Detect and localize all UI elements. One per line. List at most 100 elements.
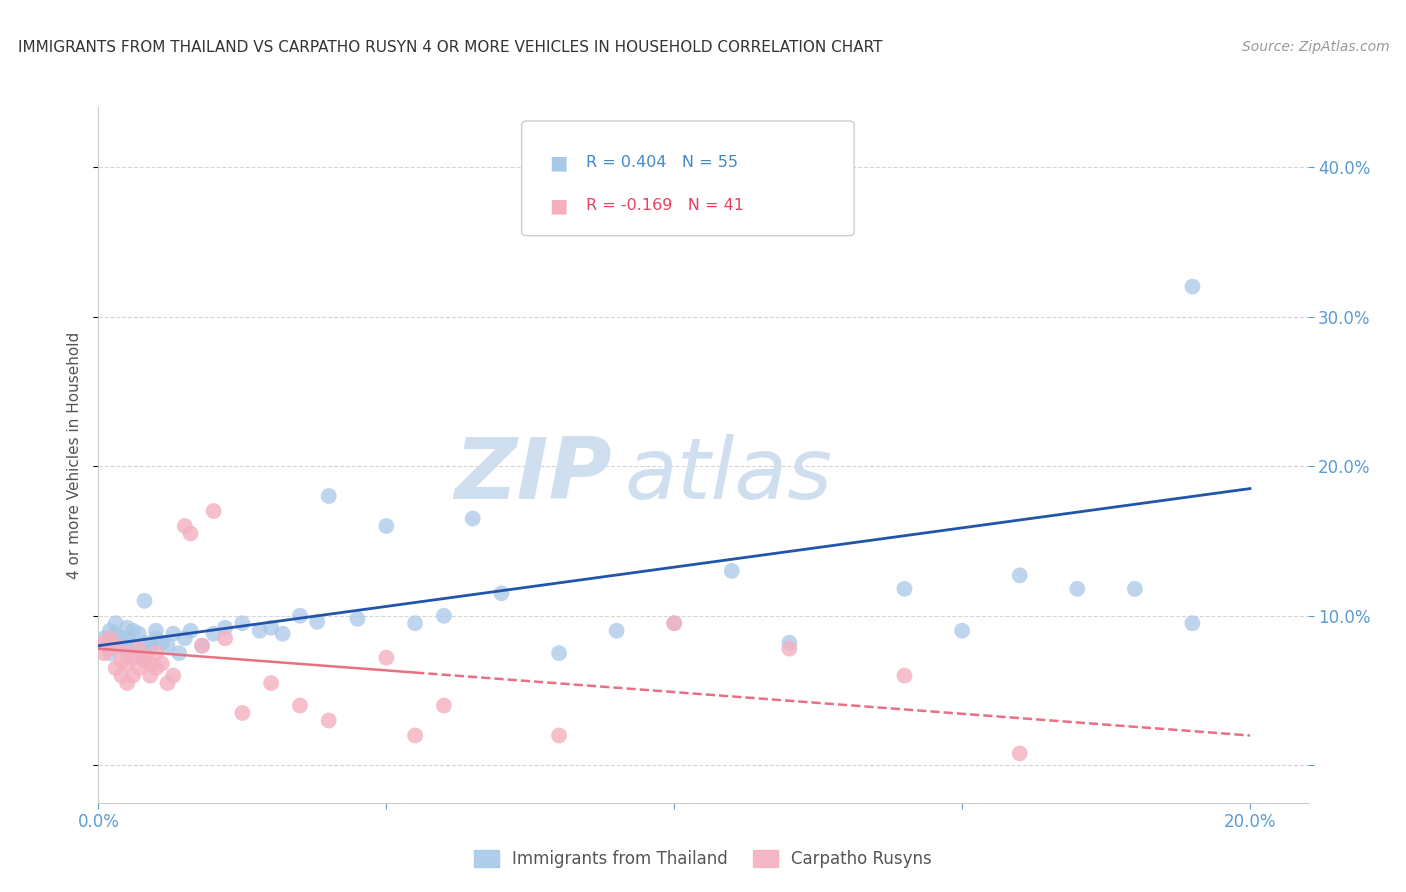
Y-axis label: 4 or more Vehicles in Household: 4 or more Vehicles in Household [67, 331, 83, 579]
Point [110, 668, 132, 682]
Point [950, 624, 973, 638]
Point [1008, 568, 1031, 582]
FancyBboxPatch shape [522, 121, 855, 235]
Point [110, 631, 132, 645]
Point [404, 729, 426, 743]
Point [893, 582, 915, 596]
Point [104, 616, 127, 631]
Point [180, 624, 202, 638]
Point [202, 626, 225, 640]
Point [104, 639, 127, 653]
Point [134, 650, 156, 665]
Point [145, 624, 167, 638]
Text: R = -0.169   N = 41: R = -0.169 N = 41 [586, 198, 744, 213]
Point [128, 626, 150, 640]
Point [491, 586, 513, 600]
Point [375, 650, 398, 665]
Point [162, 626, 184, 640]
Point [122, 650, 145, 665]
Point [134, 594, 156, 608]
Point [104, 626, 127, 640]
Point [115, 631, 138, 645]
Point [104, 639, 127, 653]
Point [191, 639, 214, 653]
Point [173, 519, 195, 533]
Point [115, 646, 138, 660]
Point [150, 657, 173, 671]
Point [139, 657, 162, 671]
Text: ■: ■ [550, 196, 568, 215]
Point [433, 698, 456, 713]
Point [98, 631, 121, 645]
Point [664, 616, 686, 631]
Point [110, 654, 132, 668]
Point [93, 646, 115, 660]
Point [173, 631, 195, 645]
Point [180, 526, 202, 541]
Point [128, 641, 150, 656]
Point [150, 636, 173, 650]
Text: ZIP: ZIP [454, 434, 613, 517]
Point [318, 489, 340, 503]
Point [664, 616, 686, 631]
Point [260, 676, 283, 690]
Point [98, 646, 121, 660]
Point [461, 511, 484, 525]
Point [93, 636, 115, 650]
Point [778, 641, 800, 656]
Point [288, 698, 311, 713]
Point [1066, 582, 1088, 596]
Point [139, 668, 162, 682]
Point [145, 661, 167, 675]
Point [1123, 582, 1146, 596]
Point [606, 624, 628, 638]
Point [271, 626, 294, 640]
Point [548, 729, 571, 743]
Point [214, 631, 236, 645]
Point [98, 641, 121, 656]
Point [778, 636, 800, 650]
Point [115, 657, 138, 671]
Point [167, 646, 190, 660]
Point [134, 654, 156, 668]
Point [145, 631, 167, 645]
Text: IMMIGRANTS FROM THAILAND VS CARPATHO RUSYN 4 OR MORE VEHICLES IN HOUSEHOLD CORRE: IMMIGRANTS FROM THAILAND VS CARPATHO RUS… [18, 40, 883, 55]
Point [156, 676, 179, 690]
Point [139, 641, 162, 656]
Point [720, 564, 742, 578]
Point [122, 639, 145, 653]
Point [128, 646, 150, 660]
Point [122, 668, 145, 682]
Point [134, 636, 156, 650]
Text: R = 0.404   N = 55: R = 0.404 N = 55 [586, 155, 738, 170]
Point [115, 621, 138, 635]
Point [288, 608, 311, 623]
Point [162, 668, 184, 682]
Point [249, 624, 271, 638]
Point [156, 639, 179, 653]
Point [404, 616, 426, 631]
Point [115, 676, 138, 690]
Text: atlas: atlas [624, 434, 832, 517]
Point [98, 624, 121, 638]
Legend: Immigrants from Thailand, Carpatho Rusyns: Immigrants from Thailand, Carpatho Rusyn… [467, 843, 939, 874]
Point [318, 714, 340, 728]
Point [307, 615, 329, 629]
Point [93, 631, 115, 645]
Point [548, 646, 571, 660]
Point [893, 668, 915, 682]
Point [104, 661, 127, 675]
Point [139, 639, 162, 653]
Point [375, 519, 398, 533]
Point [115, 641, 138, 656]
Point [122, 624, 145, 638]
Point [191, 639, 214, 653]
Point [1181, 616, 1204, 631]
Point [145, 646, 167, 660]
Point [110, 639, 132, 653]
Point [1181, 279, 1204, 293]
Point [346, 612, 368, 626]
Point [128, 661, 150, 675]
Point [214, 621, 236, 635]
Point [231, 616, 253, 631]
